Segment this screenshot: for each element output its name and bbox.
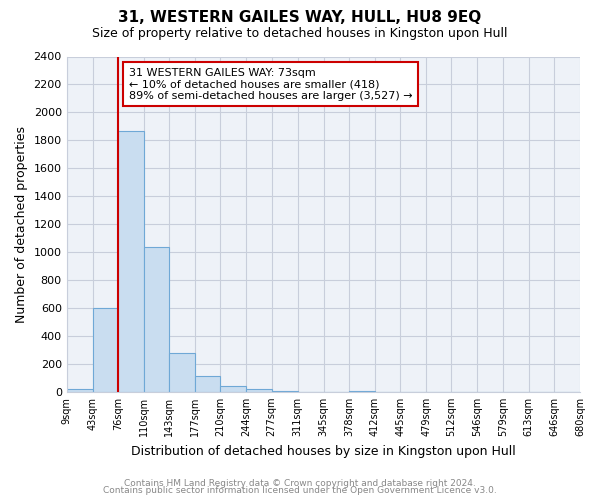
Bar xyxy=(92,308,118,392)
Bar xyxy=(195,376,220,392)
Text: Size of property relative to detached houses in Kingston upon Hull: Size of property relative to detached ho… xyxy=(92,28,508,40)
Bar xyxy=(118,130,144,392)
Bar xyxy=(144,246,169,392)
Bar xyxy=(220,386,247,392)
Bar xyxy=(349,391,375,392)
Bar xyxy=(247,389,272,392)
X-axis label: Distribution of detached houses by size in Kingston upon Hull: Distribution of detached houses by size … xyxy=(131,444,516,458)
Text: 31 WESTERN GAILES WAY: 73sqm
← 10% of detached houses are smaller (418)
89% of s: 31 WESTERN GAILES WAY: 73sqm ← 10% of de… xyxy=(128,68,412,101)
Bar xyxy=(67,389,92,392)
Bar xyxy=(272,391,298,392)
Text: 31, WESTERN GAILES WAY, HULL, HU8 9EQ: 31, WESTERN GAILES WAY, HULL, HU8 9EQ xyxy=(118,10,482,25)
Text: Contains HM Land Registry data © Crown copyright and database right 2024.: Contains HM Land Registry data © Crown c… xyxy=(124,478,476,488)
Text: Contains public sector information licensed under the Open Government Licence v3: Contains public sector information licen… xyxy=(103,486,497,495)
Y-axis label: Number of detached properties: Number of detached properties xyxy=(15,126,28,322)
Bar xyxy=(169,352,195,392)
